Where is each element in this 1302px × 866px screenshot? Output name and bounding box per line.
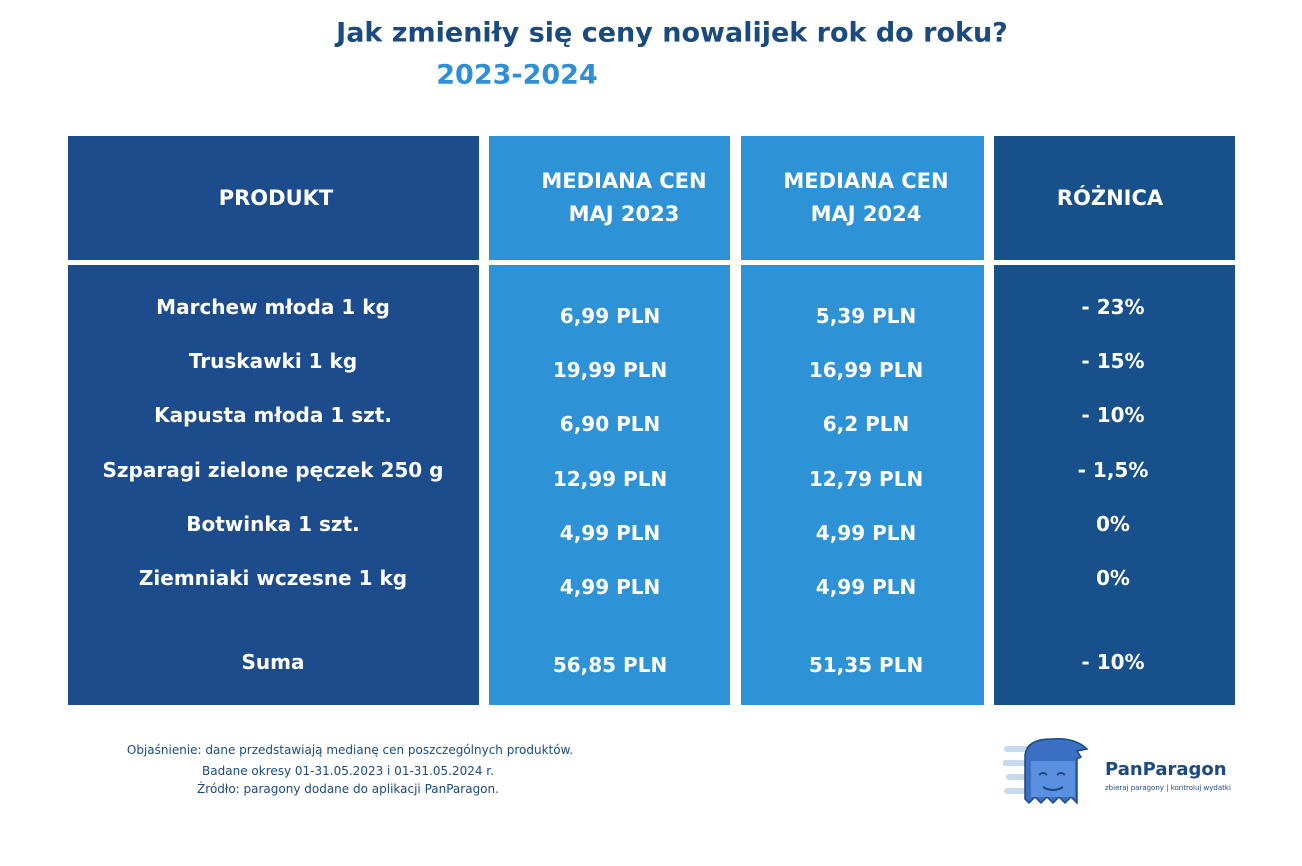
footnote: Badane okresy 01-31.05.2023 i 01-31.05.2… [202, 764, 494, 778]
cell-value: - 15% [1081, 349, 1145, 374]
product-name: Marchew młoda 1 kg [156, 295, 390, 319]
header-cell [741, 136, 984, 260]
product-name: Szparagi zielone pęczek 250 g [102, 457, 444, 482]
cell-value: 5,39 PLN [815, 304, 917, 328]
cell-value: 4,99 PLN [559, 575, 661, 599]
total-value: - 10% [1081, 650, 1145, 674]
header-cell [489, 136, 730, 260]
cell-value: - 1,5% [1077, 457, 1149, 482]
title: Jak zmieniły się ceny nowalijek rok do r… [336, 17, 1008, 49]
cell-value: 4,99 PLN [815, 575, 917, 599]
logo-name: PanParagon [1105, 759, 1227, 780]
total-value: 56,85 PLN [552, 653, 668, 677]
footnote: Źródło: paragony dodane do aplikacji Pan… [197, 782, 499, 796]
column-header: MEDIANA CEN MAJ 2023 [541, 169, 707, 226]
column-header: PRODUKT [218, 186, 334, 210]
product-name: Botwinka 1 szt. [186, 511, 360, 536]
cell-value: 16,99 PLN [808, 358, 924, 383]
cell-value: 12,99 PLN [552, 466, 668, 491]
cell-value: 19,99 PLN [552, 358, 668, 383]
body-column [741, 265, 984, 705]
header-cell [68, 136, 479, 260]
body-column [489, 265, 730, 705]
header-cell [994, 136, 1235, 260]
cell-value: - 23% [1081, 295, 1145, 319]
logo-icon [1003, 737, 1089, 805]
column-header: RÓŻNICA [1056, 186, 1164, 210]
cell-value: - 10% [1081, 403, 1145, 428]
subtitle: 2023-2024 [436, 59, 598, 91]
cell-value: 0% [1096, 566, 1130, 590]
product-name: Kapusta młoda 1 szt. [154, 403, 392, 428]
cell-value: 6,90 PLN [559, 412, 661, 437]
cell-value: 4,99 PLN [559, 520, 661, 545]
body-column [68, 265, 479, 705]
body-column [994, 265, 1235, 705]
cell-value: 6,99 PLN [559, 304, 661, 328]
column-header: MEDIANA CEN MAJ 2024 [783, 169, 949, 226]
total-value: 51,35 PLN [808, 653, 924, 677]
product-name: Ziemniaki wczesne 1 kg [138, 566, 408, 590]
footnote: Objaśnienie: dane przedstawiają medianę … [126, 743, 574, 757]
cell-value: 6,2 PLN [822, 412, 910, 437]
cell-value: 0% [1096, 511, 1130, 536]
product-name: Truskawki 1 kg [188, 349, 358, 374]
cell-value: 4,99 PLN [815, 520, 917, 545]
cell-value: 12,79 PLN [808, 466, 924, 491]
logo-tagline: zbieraj paragony | kontroluj wydatki [1105, 784, 1231, 792]
total-label: Suma [241, 650, 305, 674]
